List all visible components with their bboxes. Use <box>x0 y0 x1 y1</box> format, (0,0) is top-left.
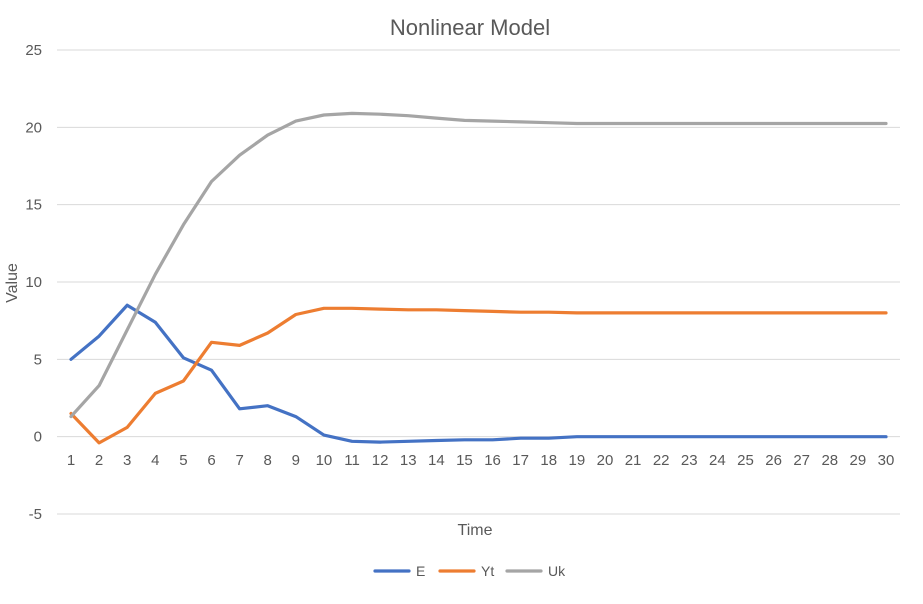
x-tick-label: 15 <box>456 452 473 469</box>
x-tick-label: 23 <box>681 452 698 469</box>
x-axis-ticks: 1 2 3 4 5 6 7 8 9 10 11 12 13 14 15 16 17 18 19 20 21 22 23 24 2… <box>67 452 895 469</box>
legend-label-e: E <box>416 563 425 579</box>
y-axis-ticks: -5 0 5 10 15 20 25 <box>25 42 42 523</box>
x-tick-label: 8 <box>264 452 272 469</box>
y-tick-label: 20 <box>25 119 42 136</box>
series-line-yt <box>69 306 888 445</box>
x-tick-label: 30 <box>878 452 895 469</box>
x-tick-label: 21 <box>625 452 642 469</box>
x-tick-label: 24 <box>709 452 726 469</box>
series-line-e <box>69 303 888 444</box>
x-tick-label: 10 <box>316 452 333 469</box>
x-tick-label: 11 <box>344 452 360 469</box>
x-tick-label: 22 <box>653 452 670 469</box>
x-tick-label: 18 <box>540 452 557 469</box>
x-tick-label: 27 <box>793 452 810 469</box>
x-tick-label: 5 <box>179 452 187 469</box>
x-tick-label: 26 <box>765 452 782 469</box>
y-axis-label: Value <box>4 263 21 303</box>
x-tick-label: 14 <box>428 452 445 469</box>
y-tick-label: 15 <box>25 197 42 214</box>
x-tick-label: 1 <box>67 452 75 469</box>
x-tick-label: 9 <box>292 452 300 469</box>
x-tick-label: 4 <box>151 452 159 469</box>
y-tick-label: 10 <box>25 274 42 291</box>
series-line-uk <box>69 111 888 419</box>
x-tick-label: 20 <box>597 452 614 469</box>
y-tick-label: 25 <box>25 42 42 59</box>
x-tick-label: 13 <box>400 452 417 469</box>
x-tick-label: 25 <box>737 452 754 469</box>
x-tick-label: 6 <box>207 452 215 469</box>
x-tick-label: 19 <box>569 452 586 469</box>
legend-label-uk: Uk <box>548 563 566 579</box>
x-tick-label: 29 <box>850 452 867 469</box>
x-tick-label: 7 <box>235 452 243 469</box>
x-tick-label: 2 <box>95 452 103 469</box>
x-tick-label: 16 <box>484 452 501 469</box>
x-tick-label: 28 <box>821 452 838 469</box>
y-tick-label: 0 <box>34 429 42 446</box>
legend: E Yt Uk <box>373 563 566 579</box>
x-tick-label: 17 <box>512 452 529 469</box>
x-axis-label: Time <box>458 522 493 539</box>
series-lines <box>69 111 888 445</box>
x-tick-label: 12 <box>372 452 389 469</box>
chart-title: Nonlinear Model <box>390 15 550 40</box>
legend-label-yt: Yt <box>481 563 494 579</box>
y-tick-label: -5 <box>29 506 42 523</box>
y-tick-label: 5 <box>34 351 42 368</box>
x-tick-label: 3 <box>123 452 131 469</box>
